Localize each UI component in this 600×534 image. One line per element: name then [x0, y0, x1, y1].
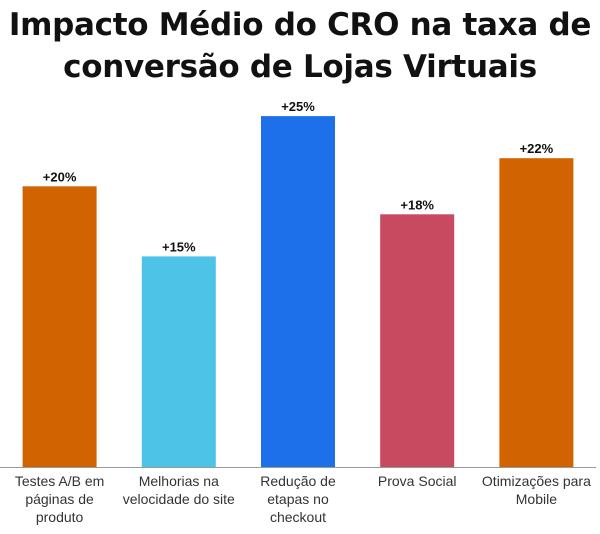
category-label-4: Prova Social: [377, 473, 457, 489]
bar-4: [380, 214, 455, 467]
category-label-3: Redução de etapas no checkout: [260, 473, 336, 525]
category-label-1: Testes A/B em páginas de produto: [14, 473, 105, 525]
category-label-5: Otimizações para Mobile: [481, 473, 591, 507]
data-label-2: +15%: [162, 239, 196, 254]
category-label-2: Melhorias na velocidade do site: [122, 473, 235, 507]
data-label-4: +18%: [400, 197, 434, 212]
data-label-5: +22%: [520, 141, 554, 156]
bar-5: [499, 158, 574, 467]
data-label-3: +25%: [281, 99, 315, 114]
bar-2: [141, 256, 216, 467]
bar-3: [261, 116, 335, 467]
bar-1: [22, 186, 97, 468]
chart-title: Impacto Médio do CRO na taxa de conversã…: [8, 7, 592, 85]
data-label-1: +20%: [43, 169, 77, 184]
